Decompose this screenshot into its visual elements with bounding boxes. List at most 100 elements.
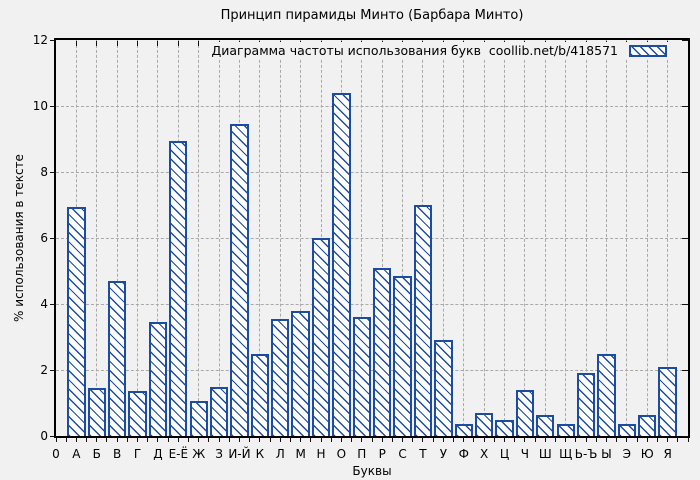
x-tick-label-origin: 0 [52,447,60,461]
bar-Ю [638,414,657,436]
x-tick-36 [422,437,424,442]
bar-У [434,340,453,436]
x-tick-label-Н: Н [316,447,326,461]
bar-О [332,92,351,436]
y-tick-right-12 [682,39,688,41]
x-tick-60 [667,437,669,442]
x-tick-53 [595,437,597,442]
x-tick-label-М: М [295,447,306,461]
x-tick-18 [238,437,240,442]
x-tick-label-С: С [398,447,407,461]
y-tick-label-8: 8 [40,165,48,179]
bar-З [209,386,229,436]
x-tick-22 [279,437,281,442]
bar-Т [413,205,433,436]
x-tick-61 [677,437,679,442]
bar-И-Й [230,124,249,436]
x-tick-30 [361,437,363,442]
bar-Ф [454,424,473,436]
y-tick-6 [50,237,56,239]
x-tick-13 [188,437,190,442]
x-tick-59 [656,437,658,442]
bar-Я [658,366,677,436]
x-tick-48 [544,437,546,442]
bar-Ш [536,414,555,436]
gridline-y-8 [56,171,688,173]
x-axis-title: Буквы [352,464,392,478]
x-tick-14 [198,437,200,442]
y-tick-4 [50,303,56,305]
x-tick-label-Я: Я [663,447,672,461]
x-tick-top-Б [96,41,98,46]
x-tick-10 [157,437,159,442]
gridline-x-Э [626,40,628,436]
gridline-x-Ь-Ъ [585,40,587,436]
bar-П [352,317,371,436]
bar-Б [87,388,106,436]
x-tick-label-Х: Х [480,447,489,461]
y-tick-right-4 [682,303,688,305]
x-tick-26 [320,437,322,442]
gridline-y-4 [56,303,688,305]
bar-Ж [189,401,208,436]
x-tick-19 [249,437,251,442]
x-tick-label-Г: Г [133,447,142,461]
y-tick-right-10 [682,105,688,107]
x-tick-21 [269,437,271,442]
x-tick-62 [687,437,689,442]
x-tick-label-Л: Л [275,447,285,461]
x-tick-top-В [116,41,118,46]
x-tick-label-Ю: Ю [640,447,654,461]
x-tick-top-Г [137,41,139,46]
bar-К [250,353,270,436]
gridline-x-Щ [565,40,567,436]
x-tick-42 [483,437,485,442]
x-tick-8 [137,437,139,442]
y-tick-0 [50,435,56,437]
x-tick-58 [646,437,648,442]
bar-Э [617,424,636,436]
x-tick-7 [126,437,128,442]
gridline-x-Ф [463,40,465,436]
x-tick-12 [177,437,179,442]
gridline-x-М [300,40,302,436]
y-tick-label-6: 6 [40,231,48,245]
x-tick-40 [463,437,465,442]
gridline-x-Ж [198,40,200,436]
x-tick-54 [605,437,607,442]
gridline-y-6 [56,237,688,239]
x-tick-9 [147,437,149,442]
x-tick-0 [55,437,57,442]
bar-Щ [556,424,575,436]
x-tick-label-Р: Р [378,447,386,461]
x-tick-label-Ь-Ъ: Ь-Ъ [574,447,598,461]
gridline-x-В [116,40,118,436]
y-tick-right-6 [682,237,688,239]
gridline-x-К [259,40,261,436]
gridline-x-Ш [544,40,546,436]
gridline-x-У [442,40,444,436]
x-tick-55 [616,437,618,442]
x-tick-top-А [75,41,77,46]
y-tick-right-2 [682,369,688,371]
x-tick-44 [504,437,506,442]
legend-swatch-hatch-icon [629,44,667,57]
x-tick-41 [473,437,475,442]
y-tick-2 [50,369,56,371]
bar-Д [148,322,168,436]
y-tick-10 [50,105,56,107]
x-tick-17 [228,437,230,442]
y-tick-12 [50,39,56,41]
gridline-x-Ы [605,40,607,436]
bar-Е-Ё [169,140,188,436]
x-tick-top-Е-Ё [177,41,179,46]
gridline-x-Ц [504,40,506,436]
gridline-x-Л [279,40,281,436]
x-tick-52 [585,437,587,442]
x-tick-56 [626,437,628,442]
x-tick-label-У: У [439,447,447,461]
x-tick-15 [208,437,210,442]
x-tick-20 [259,437,261,442]
y-tick-right-8 [682,171,688,173]
